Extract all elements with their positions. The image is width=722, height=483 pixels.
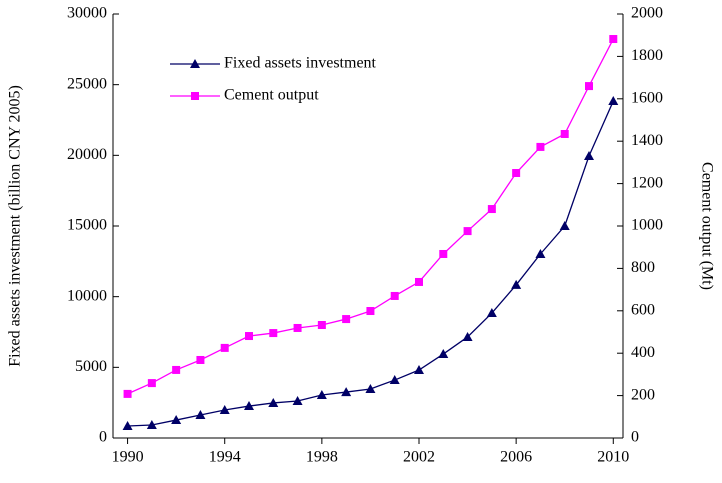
legend-label: Fixed assets investment (224, 55, 377, 72)
marker (585, 82, 593, 91)
x-tick-label: 2006 (500, 449, 532, 466)
marker (147, 379, 156, 388)
marker (292, 395, 303, 405)
marker (269, 329, 278, 338)
marker (584, 151, 594, 161)
marker (196, 355, 205, 364)
marker (487, 205, 496, 214)
marker (366, 307, 375, 316)
x-tick-label: 2002 (403, 449, 435, 466)
marker (535, 248, 546, 258)
y2-tick-label: 400 (631, 344, 655, 361)
y2-tick-label: 1000 (631, 217, 663, 234)
marker (190, 59, 200, 68)
y-tick-label: 10000 (67, 287, 107, 304)
y2-tick-label: 200 (631, 386, 655, 403)
y-tick-label: 15000 (67, 217, 107, 234)
marker (171, 415, 182, 425)
y2-tick-label: 1600 (631, 89, 663, 106)
marker (609, 35, 618, 44)
marker (220, 343, 229, 352)
y2-tick-label: 1400 (631, 132, 663, 149)
marker (341, 387, 352, 397)
y2-tick-label: 600 (631, 301, 655, 318)
marker (608, 96, 619, 106)
marker (195, 409, 206, 419)
marker (512, 169, 521, 177)
marker (342, 315, 351, 324)
marker (438, 349, 449, 359)
x-tick-label: 2010 (597, 449, 629, 466)
marker (268, 397, 279, 407)
marker (293, 323, 302, 332)
y-tick-label: 20000 (67, 146, 107, 163)
marker (146, 419, 157, 429)
marker (191, 92, 199, 100)
marker (365, 383, 376, 393)
marker (172, 365, 181, 374)
y-tick-label: 30000 (67, 5, 107, 22)
marker (559, 221, 570, 230)
y-tick-label: 25000 (67, 75, 107, 92)
marker (511, 279, 522, 289)
y2-tick-label: 2000 (631, 5, 663, 22)
legend-label: Cement output (224, 87, 319, 104)
marker (123, 389, 132, 398)
x-tick-label: 1994 (209, 449, 241, 466)
y2-tick-label: 0 (631, 429, 639, 446)
marker (414, 365, 424, 375)
marker (389, 375, 400, 385)
marker (486, 308, 497, 318)
y2-tick-label: 1200 (631, 174, 663, 191)
marker (560, 129, 569, 138)
marker (439, 249, 448, 258)
y-tick-label: 0 (99, 429, 107, 446)
y2-axis-label: Cement output (Mt) (698, 162, 715, 290)
marker (462, 331, 473, 341)
y2-tick-label: 1800 (631, 47, 663, 64)
y2-tick-label: 800 (631, 259, 655, 276)
x-tick-label: 1990 (112, 449, 144, 466)
marker (463, 227, 472, 236)
marker (245, 332, 253, 341)
marker (317, 321, 326, 330)
marker (219, 405, 230, 415)
marker (536, 142, 545, 151)
marker (415, 277, 423, 286)
y-axis-label: Fixed assets investment (billion CNY 200… (7, 85, 24, 367)
marker (122, 420, 133, 430)
marker (390, 291, 399, 300)
series-line (127, 38, 614, 395)
y-tick-label: 5000 (75, 358, 107, 375)
x-tick-label: 1998 (306, 449, 338, 466)
marker (316, 390, 327, 400)
marker (244, 401, 254, 411)
